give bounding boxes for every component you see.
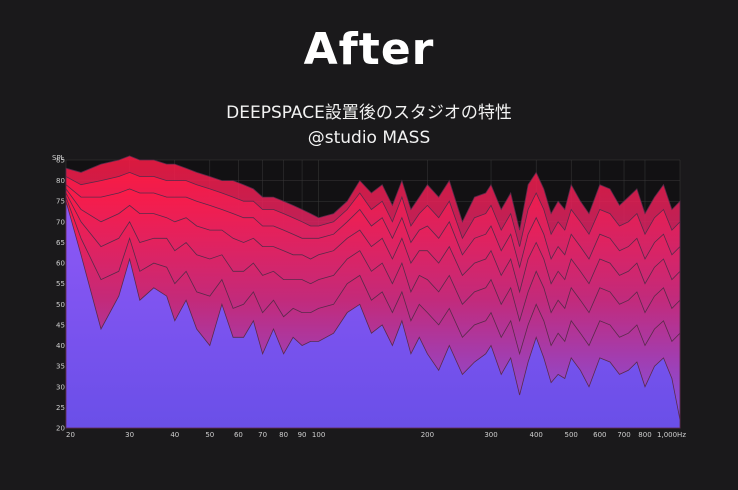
y-tick-label: 60	[56, 260, 65, 268]
x-tick-label: 300	[484, 431, 497, 439]
y-tick-label: 85	[56, 157, 65, 165]
y-axis: 20 25 30 35 40 45 50 55 60 65 70 75 80 85	[56, 157, 65, 433]
x-tick-label: 30	[125, 431, 134, 439]
y-tick-label: 50	[56, 301, 65, 309]
y-tick-label: 35	[56, 363, 65, 371]
y-tick-label: 25	[56, 404, 65, 412]
y-tick-label: 40	[56, 342, 65, 350]
x-tick-label: 100	[312, 431, 325, 439]
page-subtitle: DEEPSPACE設置後のスタジオの特性	[226, 103, 512, 123]
x-tick-label: 70	[258, 431, 267, 439]
x-tick-label: 600	[593, 431, 606, 439]
x-tick-label: 40	[170, 431, 179, 439]
x-tick-label: 500	[565, 431, 578, 439]
y-tick-label: 55	[56, 280, 65, 288]
y-tick-label: 70	[56, 218, 65, 226]
studio-credit: @studio MASS	[307, 128, 431, 148]
x-axis: 20 30 40 50 60 70 80 90 100 200 300 400 500 600 700 800…	[66, 431, 686, 439]
y-tick-label: 65	[56, 239, 65, 247]
x-tick-label: 200	[421, 431, 434, 439]
y-tick-label: 20	[56, 425, 65, 433]
page-title: After	[303, 24, 435, 75]
x-tick-label: 20	[66, 431, 75, 439]
x-tick-label: 60	[234, 431, 243, 439]
x-tick-label: 80	[279, 431, 288, 439]
y-tick-label: 80	[56, 177, 65, 185]
y-axis-label: SPL	[52, 154, 65, 162]
x-tick-label: 800	[638, 431, 651, 439]
y-tick-label: 45	[56, 321, 65, 329]
y-tick-label: 30	[56, 383, 65, 391]
x-tick-label: 1,000Hz	[657, 431, 686, 439]
x-tick-label: 400	[529, 431, 542, 439]
x-tick-label: 700	[617, 431, 630, 439]
x-tick-label: 90	[298, 431, 307, 439]
x-tick-label: 50	[205, 431, 214, 439]
y-tick-label: 75	[56, 198, 65, 206]
series-layers	[65, 155, 681, 429]
response-area-series	[65, 201, 681, 429]
